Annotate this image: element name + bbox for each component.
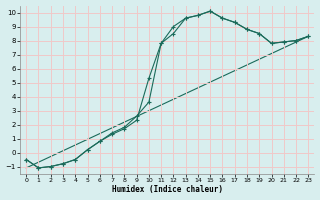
X-axis label: Humidex (Indice chaleur): Humidex (Indice chaleur) [112, 185, 223, 194]
